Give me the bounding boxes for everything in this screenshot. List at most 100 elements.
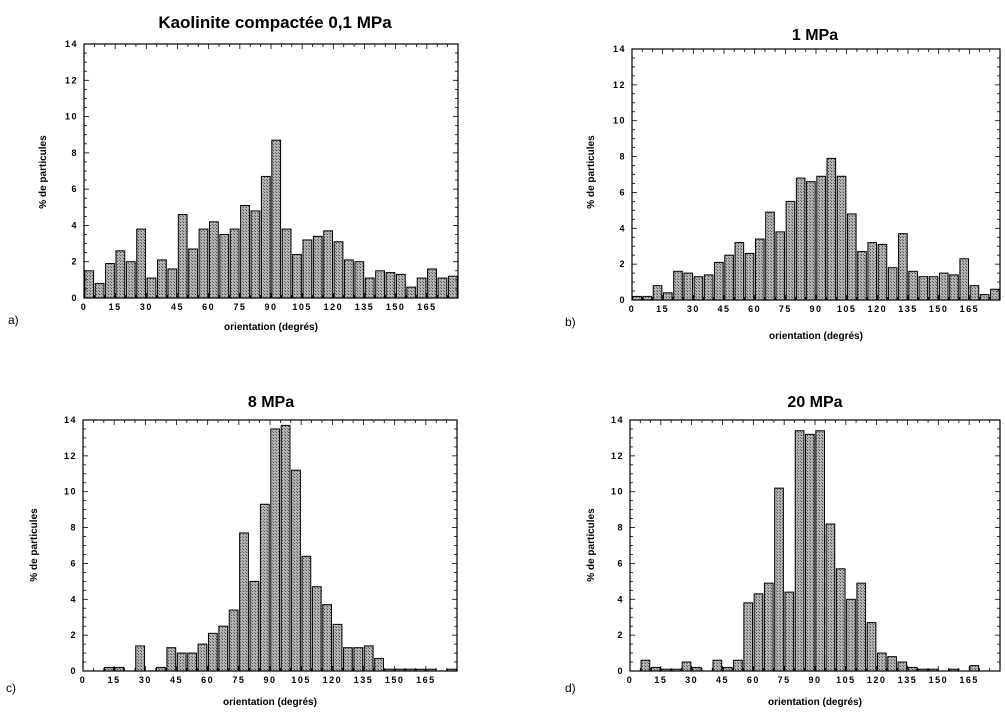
histogram-bar [681, 661, 692, 672]
histogram-bar [219, 234, 230, 299]
histogram-bar [229, 228, 240, 299]
histogram-bar [785, 200, 796, 301]
histogram-bar [918, 276, 929, 301]
y-tick-label: 10 [65, 112, 78, 122]
histogram-bar [714, 261, 724, 301]
x-tick-label: 150 [929, 304, 949, 314]
x-tick-label: 135 [898, 675, 918, 685]
histogram-bar [323, 230, 334, 299]
histogram-bar [857, 251, 867, 301]
x-tick-label: 120 [323, 675, 343, 685]
histogram-bar [115, 250, 126, 299]
y-tick-label: 0 [71, 293, 78, 303]
histogram-bar [385, 272, 396, 299]
histogram-bar [724, 254, 734, 301]
y-tick-label: 2 [617, 630, 624, 640]
histogram-bar [876, 652, 887, 672]
y-tick-label: 10 [611, 487, 624, 497]
x-tick-label: 0 [81, 302, 88, 312]
x-tick-label: 60 [201, 675, 214, 685]
histogram-bar [187, 652, 197, 672]
x-axis-label: orientation (degrés) [768, 697, 862, 708]
histogram-bar [250, 210, 261, 299]
histogram-bar [897, 661, 908, 672]
histogram-bar [734, 242, 745, 301]
histogram-bar [416, 277, 427, 299]
histogram-bar [774, 487, 784, 672]
histogram-bar [312, 235, 323, 299]
histogram-bar [908, 270, 918, 301]
histogram-bar [979, 294, 990, 301]
histogram-bar [733, 659, 743, 672]
y-tick-label: 8 [619, 152, 626, 162]
histogram-bar [271, 139, 282, 299]
y-tick-label: 0 [70, 666, 77, 676]
y-tick-label: 14 [611, 415, 624, 425]
x-tick-label: 15 [109, 302, 122, 312]
chart-title: 20 MPa [787, 394, 842, 411]
histogram-bar [239, 532, 249, 672]
chart-panel-a: Kaolinite compactée 0,1 MPa 0 2 4 6 8 10 12 14 0 1… [8, 13, 459, 333]
y-tick-label: 10 [64, 487, 77, 497]
histogram-bar [270, 428, 281, 672]
y-tick-label: 6 [617, 558, 624, 568]
histogram-bar [332, 623, 343, 672]
x-tick-label: 45 [716, 675, 729, 685]
histogram-bar [877, 243, 888, 301]
x-tick-label: 150 [386, 302, 406, 312]
x-tick-label: 120 [867, 675, 887, 685]
x-tick-label: 60 [748, 304, 761, 314]
histogram-bar [835, 568, 846, 672]
histogram-bar [333, 241, 344, 299]
x-axis-label: orientation (degrés) [769, 331, 863, 342]
x-tick-label: 105 [292, 302, 312, 312]
x-tick-label: 165 [416, 675, 436, 685]
panel-label: d) [565, 681, 576, 695]
histogram-bar [753, 593, 764, 672]
histogram-bar [846, 213, 857, 301]
y-tick-label: 10 [613, 116, 626, 126]
histogram-bar [146, 277, 157, 299]
x-tick-label: 15 [656, 304, 669, 314]
histogram-bar [867, 242, 878, 301]
histogram-bar [662, 292, 673, 301]
y-tick-label: 0 [619, 295, 626, 305]
histogram-bar [795, 177, 806, 301]
y-axis-label: % de particules [38, 135, 49, 209]
x-tick-label: 15 [654, 675, 667, 685]
x-axis-label: orientation (degrés) [223, 697, 317, 708]
histogram-bar [260, 175, 271, 299]
histogram-bar [176, 652, 187, 672]
histogram-bar [673, 270, 683, 301]
y-axis-label: % de particules [29, 508, 40, 582]
x-tick-label: 45 [171, 302, 184, 312]
histogram-bar [806, 181, 816, 301]
histogram-bar [775, 231, 786, 301]
x-tick-label: 150 [385, 675, 405, 685]
y-tick-label: 4 [70, 594, 77, 604]
y-tick-label: 8 [617, 523, 624, 533]
histogram-bar [207, 632, 218, 672]
histogram-bar [887, 656, 897, 672]
x-tick-label: 30 [685, 675, 698, 685]
y-tick-label: 14 [64, 415, 77, 425]
histogram-bar [765, 211, 775, 301]
x-tick-label: 90 [263, 675, 276, 685]
y-tick-label: 8 [71, 148, 78, 158]
x-tick-label: 45 [717, 304, 730, 314]
x-tick-label: 0 [627, 675, 634, 685]
chart-title: 8 MPa [248, 394, 294, 411]
histogram-bar [353, 647, 364, 672]
x-tick-label: 75 [232, 675, 245, 685]
chart-panel-b: 1 MPa 0 2 4 6 8 10 12 14 0 15 30 45 60 75 90 105 120 135 15… [565, 27, 1001, 342]
histogram-bar [302, 239, 313, 299]
panel-label: b) [565, 315, 576, 329]
y-tick-label: 6 [619, 187, 626, 197]
histogram-bar [301, 555, 312, 672]
x-tick-label: 15 [108, 675, 121, 685]
x-tick-label: 105 [291, 675, 311, 685]
histogram-bar [826, 157, 837, 301]
y-tick-label: 2 [70, 630, 77, 640]
plot-frame [629, 419, 1001, 672]
histogram-bar [969, 285, 980, 301]
